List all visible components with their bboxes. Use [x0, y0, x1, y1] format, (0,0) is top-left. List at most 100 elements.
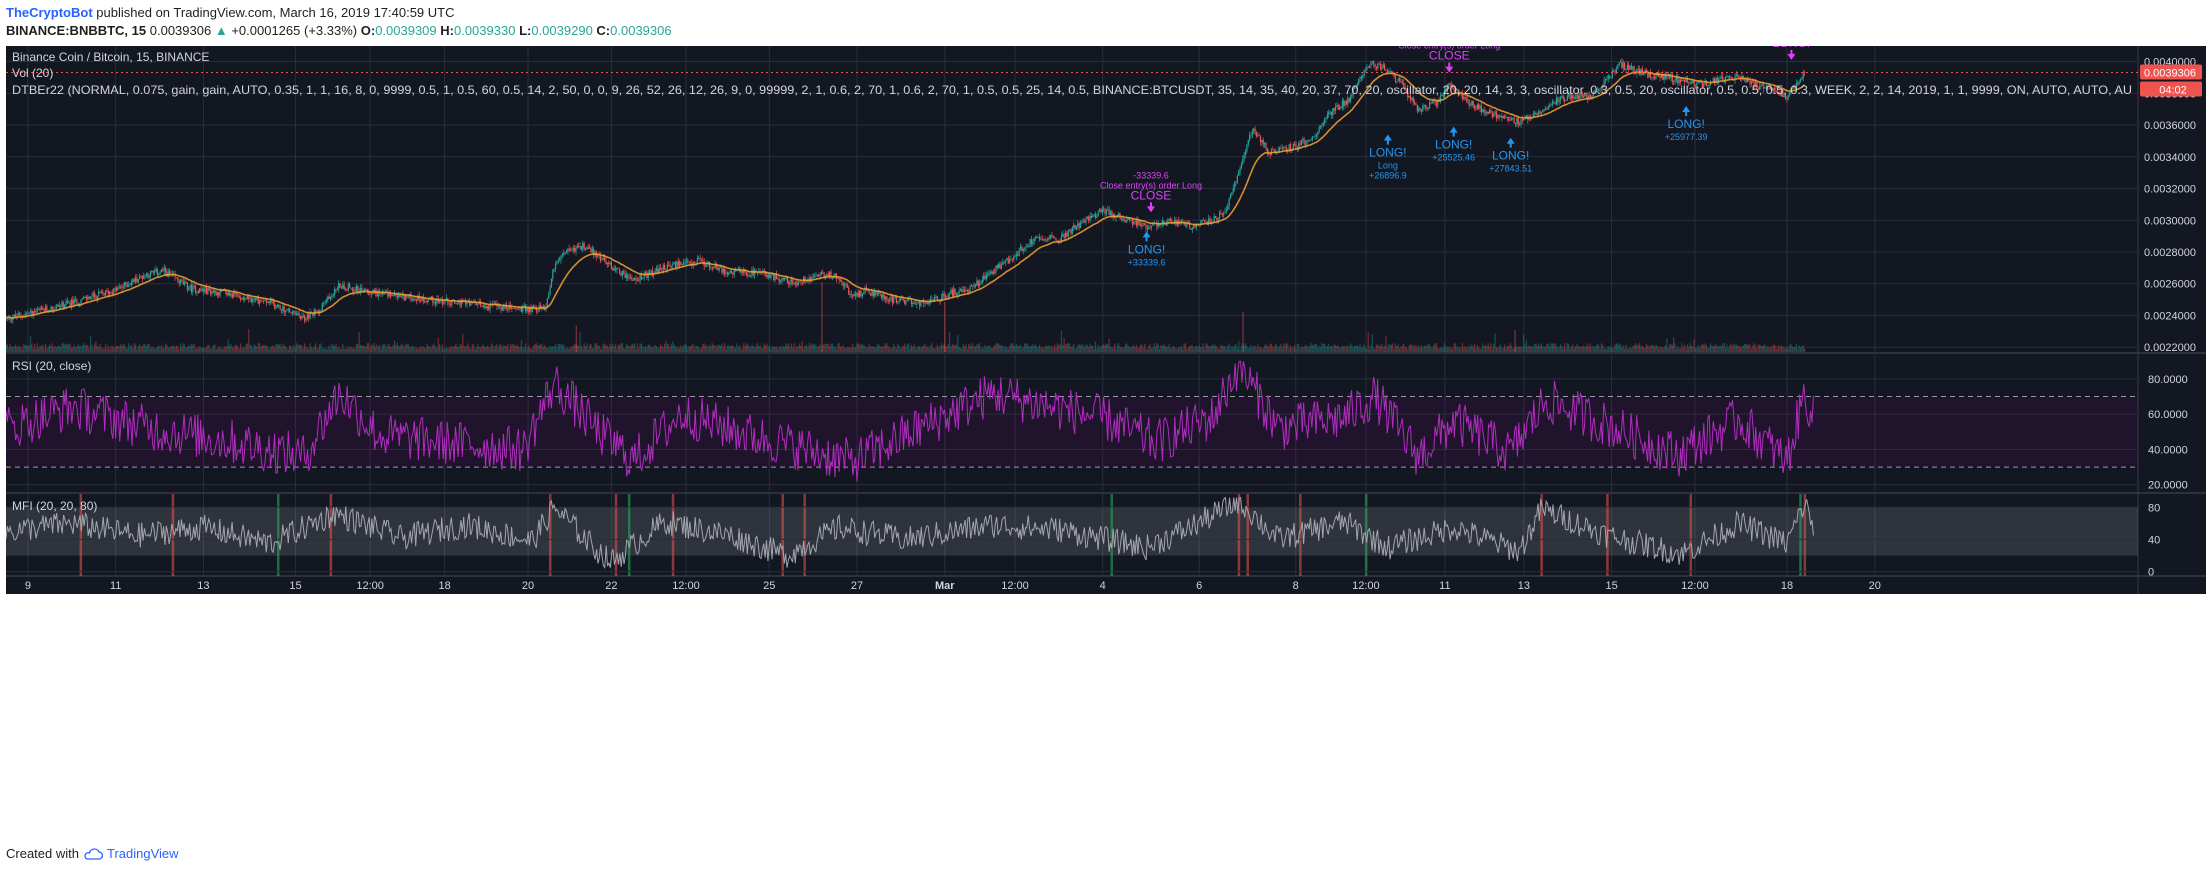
candle [42, 307, 44, 310]
candle [124, 282, 126, 287]
volume-bar [1649, 345, 1652, 352]
candle [158, 273, 160, 275]
volume-bar [43, 348, 45, 352]
volume-bar [190, 344, 193, 352]
volume-bar [879, 346, 881, 352]
volume-bar [244, 347, 246, 352]
volume-bar [1416, 347, 1418, 352]
volume-bar [1272, 346, 1274, 352]
candle [1629, 65, 1631, 70]
candle [1677, 76, 1679, 84]
candle [1598, 89, 1600, 91]
candle [92, 293, 94, 297]
volume-bar [1457, 348, 1459, 352]
volume-bar [284, 346, 287, 352]
candle [122, 286, 124, 288]
volume-bar [729, 346, 731, 352]
candle [785, 277, 787, 279]
rsi-axis-tick-label: 80.0000 [2148, 374, 2188, 386]
candle [156, 268, 158, 275]
volume-bar [1164, 345, 1166, 352]
candle [504, 305, 506, 309]
volume-bar [1078, 344, 1080, 352]
candle [1149, 226, 1151, 228]
candle [1409, 95, 1412, 101]
candle [1429, 102, 1431, 108]
volume-bar [46, 348, 48, 352]
candle [1283, 146, 1285, 149]
volume-bar [587, 348, 589, 352]
volume-bar [1227, 345, 1229, 352]
volume-bar [1584, 347, 1586, 352]
candle [1576, 94, 1578, 99]
volume-bar [1543, 346, 1545, 352]
volume-bar [355, 343, 358, 352]
candle [1786, 98, 1788, 100]
candle [1779, 92, 1781, 96]
candle [823, 272, 825, 276]
candle [548, 295, 550, 299]
candle [586, 247, 588, 250]
volume-bar [699, 348, 701, 352]
volume-bar [527, 344, 529, 352]
candle [432, 296, 434, 303]
candle [685, 260, 688, 262]
volume-bar [439, 344, 441, 352]
volume-bar [599, 348, 602, 352]
chart-canvas[interactable]: 0.00400000.00380000.00360000.00340000.00… [5, 28, 2206, 834]
time-axis-tick-label: 20 [1869, 580, 1881, 592]
volume-bar [1198, 344, 1200, 352]
mfi-axis-tick-label: 80 [2148, 502, 2160, 514]
candle [290, 312, 292, 314]
candle [73, 299, 75, 305]
volume-bar [1104, 345, 1106, 352]
candle [1472, 100, 1474, 106]
volume-bar [53, 347, 55, 352]
candle [1142, 223, 1144, 224]
author-link[interactable]: TheCryptoBot [6, 5, 93, 20]
candle [906, 299, 908, 301]
candle [920, 300, 922, 306]
candle [748, 275, 750, 277]
candle [1704, 81, 1706, 85]
candle [1108, 209, 1110, 216]
signal-label: LONG! [1492, 149, 1529, 163]
volume-bar [559, 343, 561, 352]
candle [1352, 87, 1354, 95]
candle [696, 258, 698, 263]
volume-bar [912, 346, 914, 352]
chart-area[interactable]: 0.00400000.00380000.00360000.00340000.00… [5, 28, 2206, 834]
volume-bar [1568, 343, 1570, 352]
candle [864, 287, 866, 294]
volume-bar [636, 343, 638, 352]
candle [969, 286, 971, 293]
footer: Created with TradingView [6, 846, 179, 861]
candle [514, 308, 516, 309]
candle [1441, 95, 1443, 96]
volume-bar [1254, 346, 1256, 352]
candle [1052, 235, 1054, 238]
volume-bar [1280, 344, 1282, 352]
countdown-badge [2140, 81, 2202, 97]
candle [644, 272, 647, 274]
volume-bar [1679, 348, 1682, 352]
volume-bar [853, 348, 855, 352]
volume-bar [302, 348, 304, 352]
volume-bar [1070, 347, 1072, 352]
volume-bar [974, 345, 977, 352]
candle [1109, 211, 1112, 216]
volume-bar [504, 345, 506, 352]
candle [106, 290, 108, 292]
volume-bar [147, 343, 149, 352]
candle [279, 305, 281, 310]
volume-bar [139, 343, 141, 352]
volume-bar [235, 344, 238, 352]
volume-bar [188, 344, 190, 352]
candle [276, 305, 278, 307]
candle [244, 299, 246, 300]
tradingview-link[interactable]: TradingView [106, 846, 179, 861]
volume-bar [421, 347, 423, 352]
volume-bar [464, 347, 467, 352]
volume-bar [1720, 346, 1723, 352]
candle [965, 290, 967, 292]
